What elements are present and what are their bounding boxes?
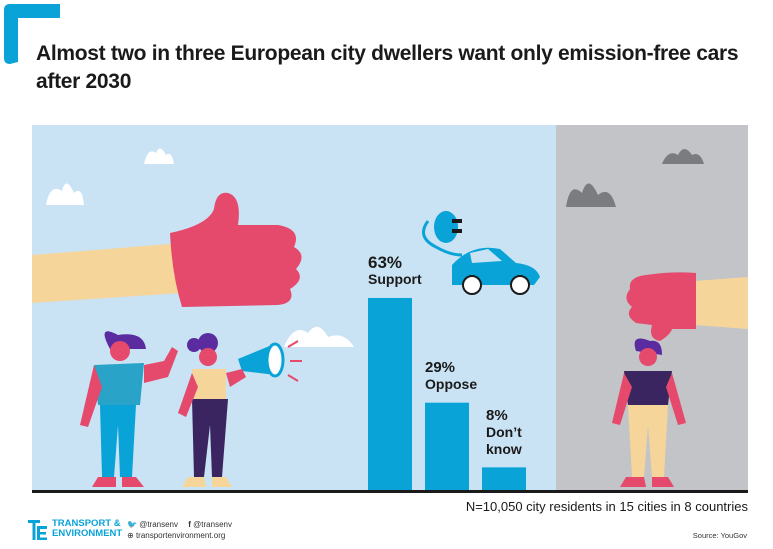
bar-oppose — [425, 402, 469, 492]
person-supporter-icon — [80, 331, 178, 487]
chart-title: Almost two in three European city dwelle… — [36, 42, 739, 93]
thumbs-down-hand-icon — [626, 272, 748, 341]
bar-value-label: 8% — [486, 407, 508, 425]
brand-name: TRANSPORT & ENVIRONMENT — [52, 518, 123, 539]
thumbs-up-hand-icon — [32, 192, 302, 307]
bar-support — [368, 297, 412, 492]
source-note: Source: YouGov — [692, 531, 747, 540]
twitter-handle[interactable]: 🐦 @transenv — [127, 520, 179, 529]
corner-bracket-icon — [4, 4, 60, 64]
chart-baseline — [32, 490, 748, 493]
cloud-icon — [144, 148, 174, 164]
bar-value-label: 29% — [425, 358, 456, 376]
bar-label: 63% Support — [368, 254, 422, 288]
sample-note: N=10,050 city residents in 15 cities in … — [465, 499, 748, 514]
cloud-icon — [284, 326, 354, 347]
twitter-icon: 🐦 — [127, 520, 137, 529]
bar-series — [368, 297, 526, 492]
cloud-icon — [46, 183, 84, 205]
te-logo-icon — [28, 520, 47, 540]
cloud-icon — [566, 183, 616, 207]
social-links: 🐦 @transenv f @transenv ⊕ transportenvir… — [127, 519, 240, 541]
globe-icon: ⊕ — [127, 531, 134, 540]
website-link[interactable]: ⊕ transportenvironment.org — [127, 531, 226, 540]
facebook-icon: f — [188, 520, 191, 529]
bar-label: 8% Don’t know — [486, 407, 536, 458]
bar-value-label: 63% — [368, 252, 403, 272]
person-opposer-icon — [612, 338, 686, 487]
bar-category-label: Support — [368, 270, 422, 287]
chart-area — [32, 148, 748, 492]
bar-category-label: Don’t know — [486, 424, 522, 458]
bar-label: 29% Oppose — [425, 359, 477, 393]
cloud-icon — [662, 149, 704, 164]
electric-car-icon — [422, 211, 540, 295]
person-megaphone-icon — [178, 333, 246, 487]
megaphone-icon — [238, 340, 302, 382]
bar-don-t-know — [482, 467, 526, 492]
bar-category-label: Oppose — [425, 375, 478, 392]
facebook-handle[interactable]: f @transenv — [188, 520, 232, 529]
